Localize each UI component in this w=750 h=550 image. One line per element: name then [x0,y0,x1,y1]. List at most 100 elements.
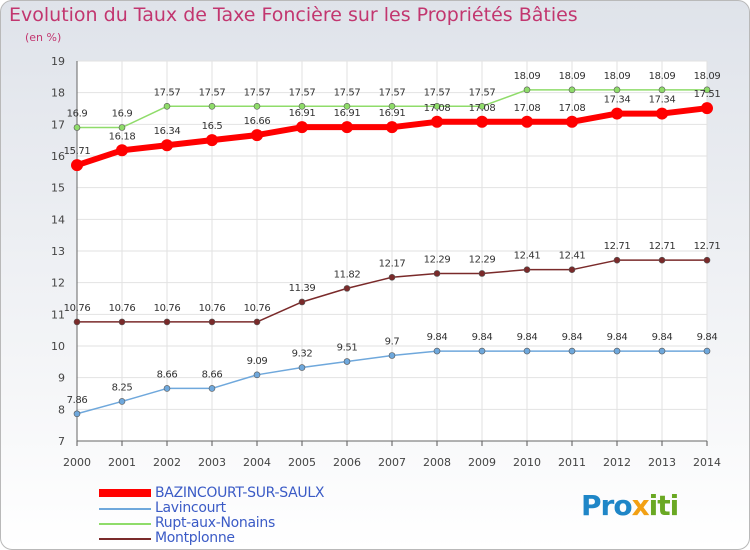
x-tick-label: 2010 [513,456,541,469]
x-tick-label: 2002 [153,456,181,469]
data-point-3 [73,318,81,326]
data-label-2: 17.57 [469,87,496,98]
data-point-3 [163,318,171,326]
data-point-3 [568,266,576,273]
data-point-1 [163,385,171,392]
data-point-3 [613,256,621,264]
y-tick-label: 10 [51,340,65,353]
chart-title: Evolution du Taux de Taxe Foncière sur l… [9,4,578,26]
data-point-2 [433,102,441,110]
data-label-2: 18.09 [694,71,721,82]
data-label-3: 11.82 [334,269,361,280]
data-point-1 [523,347,531,355]
data-point-3 [703,256,711,264]
data-label-1: 9.84 [517,332,538,343]
data-label-3: 12.41 [514,251,541,262]
x-tick-label: 2008 [423,456,451,469]
x-tick-label: 2001 [108,456,136,469]
data-label-2: 17.57 [154,87,181,98]
legend-swatch-lavincourt [99,508,151,510]
data-label-2: 18.09 [559,71,586,82]
data-point-1 [388,352,396,359]
data-label-0: 16.34 [154,126,181,137]
data-point-1 [658,347,666,355]
data-label-2: 18.09 [604,71,631,82]
data-point-3 [253,318,261,326]
data-label-1: 9.84 [427,332,448,343]
data-label-1: 7.86 [67,395,88,406]
data-label-1: 9.84 [607,332,628,343]
data-point-2 [613,86,621,94]
x-tick-label: 2005 [288,456,316,469]
data-label-2: 16.9 [67,109,88,120]
data-label-1: 8.66 [157,369,178,380]
data-point-2 [208,102,216,110]
y-unit-label: (en %) [25,31,62,44]
x-tick-label: 2003 [198,456,226,469]
data-point-3 [208,318,216,326]
data-point-0 [206,134,218,147]
y-tick-label: 16 [51,150,65,163]
legend-swatch-rupt [99,523,151,525]
data-point-3 [118,318,126,326]
data-point-2 [73,124,81,131]
data-point-1 [613,347,621,355]
y-tick-label: 18 [51,87,65,100]
data-point-2 [523,86,531,94]
data-point-2 [658,86,666,94]
y-tick-label: 8 [58,403,65,416]
data-label-3: 12.17 [379,258,406,269]
y-tick-label: 17 [51,118,65,131]
data-point-0 [161,139,173,152]
data-label-2: 17.57 [334,87,361,98]
data-point-2 [118,124,126,131]
data-label-0: 17.08 [424,103,451,114]
x-tick-label: 2007 [378,456,406,469]
data-point-0 [296,121,308,134]
y-tick-label: 14 [51,213,65,226]
data-point-0 [611,107,623,120]
data-point-0 [476,115,488,128]
data-point-3 [478,270,486,277]
data-point-3 [343,285,351,292]
data-point-1 [298,364,306,371]
data-label-0: 17.34 [604,95,631,106]
data-point-2 [388,102,396,110]
data-point-2 [253,102,261,110]
data-point-0 [386,121,398,134]
data-point-0 [116,144,128,157]
x-tick-label: 2011 [558,456,586,469]
data-label-2: 17.57 [424,87,451,98]
data-label-2: 18.09 [514,71,541,82]
data-point-0 [251,129,263,142]
y-tick-label: 7 [58,435,65,448]
x-tick-label: 2004 [243,456,271,469]
data-label-1: 9.84 [562,332,583,343]
data-label-1: 9.84 [472,332,493,343]
data-label-1: 9.09 [247,356,268,367]
y-tick-label: 15 [51,182,65,195]
y-tick-label: 9 [58,372,65,385]
data-point-3 [388,273,396,281]
data-label-1: 9.51 [337,343,358,354]
data-point-0 [566,115,578,128]
data-point-1 [343,358,351,365]
x-tick-label: 2006 [333,456,361,469]
data-label-0: 17.51 [694,89,721,100]
legend-swatch-montplonne [99,538,151,540]
data-point-1 [73,410,81,418]
data-point-3 [658,256,666,264]
x-tick-label: 2013 [648,456,676,469]
data-point-1 [568,347,576,355]
data-label-0: 17.34 [649,95,676,106]
data-label-2: 18.09 [649,71,676,82]
data-label-0: 16.66 [244,116,271,127]
data-point-2 [298,102,306,110]
data-point-2 [478,102,486,110]
data-point-0 [656,107,668,120]
data-label-3: 12.29 [469,254,496,265]
data-point-1 [478,347,486,355]
data-point-0 [521,115,533,128]
